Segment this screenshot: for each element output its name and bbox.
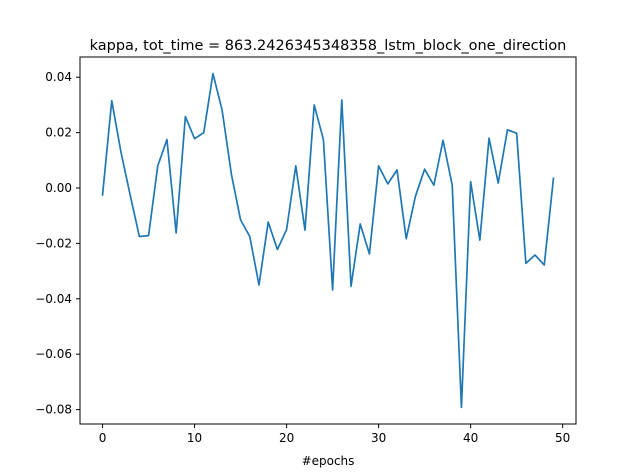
series-line [101, 72, 555, 409]
x-axis: 0 10 20 30 40 50 [99, 424, 570, 445]
y-tick-label: 0.04 [45, 70, 72, 84]
x-tick-label: 40 [463, 431, 478, 445]
y-tick-label: −0.02 [35, 236, 72, 250]
x-tick-label: 50 [555, 431, 570, 445]
x-tick-label: 20 [279, 431, 294, 445]
axes-frame [79, 56, 577, 425]
plot-area [101, 72, 555, 409]
y-tick-label: −0.04 [35, 292, 72, 306]
y-tick-label: 0.02 [45, 126, 72, 140]
y-tick-label: −0.06 [35, 347, 72, 361]
x-tick-label: 0 [99, 431, 107, 445]
x-tick-label: 30 [371, 431, 386, 445]
y-axis: −0.08 −0.06 −0.04 −0.02 0.00 0.02 0.04 [35, 70, 80, 417]
y-tick-label: −0.08 [35, 403, 72, 417]
x-tick-label: 10 [187, 431, 202, 445]
chart-title: kappa, tot_time = 863.2426345348358_lstm… [90, 38, 567, 54]
x-axis-label: #epochs [302, 454, 355, 468]
y-tick-label: 0.00 [45, 181, 72, 195]
